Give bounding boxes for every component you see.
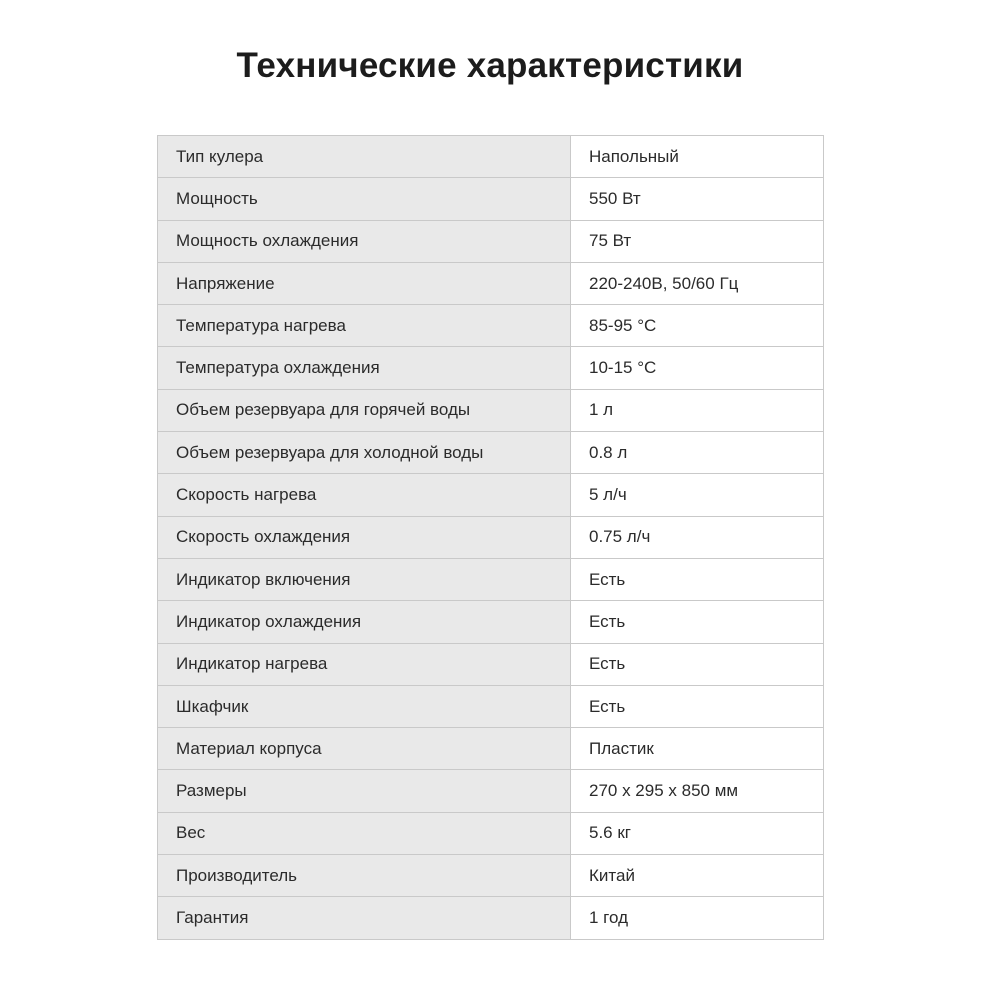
specs-table: Тип кулера Напольный Мощность 550 Вт Мощ… — [157, 134, 824, 940]
spec-value: 1 л — [570, 388, 824, 433]
spec-label: Мощность охлаждения — [157, 219, 571, 263]
table-row: Индикатор охлаждения Есть — [157, 600, 824, 644]
spec-label: Производитель — [157, 854, 571, 898]
table-row: Индикатор включения Есть — [157, 557, 824, 602]
spec-value: Есть — [570, 600, 824, 644]
spec-value: 0.75 л/ч — [570, 515, 824, 559]
spec-value: 220-240В, 50/60 Гц — [570, 261, 824, 306]
spec-value: Китай — [570, 854, 824, 898]
spec-label: Индикатор нагрева — [157, 642, 571, 686]
table-row: Размеры 270 x 295 x 850 мм — [157, 769, 824, 813]
spec-value: 0.8 л — [570, 431, 824, 475]
spec-label: Объем резервуара для холодной воды — [157, 431, 571, 475]
spec-label: Индикатор включения — [157, 557, 571, 602]
spec-label: Напряжение — [157, 261, 571, 306]
table-row: Объем резервуара для горячей воды 1 л — [157, 388, 824, 433]
table-row: Мощность охлаждения 75 Вт — [157, 219, 824, 263]
spec-value: Есть — [570, 557, 824, 602]
table-row: Гарантия 1 год — [157, 896, 824, 940]
table-row: Индикатор нагрева Есть — [157, 642, 824, 686]
spec-label: Мощность — [157, 177, 571, 221]
spec-value: 270 x 295 x 850 мм — [570, 769, 824, 813]
spec-value: 5 л/ч — [570, 473, 824, 517]
spec-label: Температура нагрева — [157, 304, 571, 348]
spec-label: Температура охлаждения — [157, 346, 571, 390]
spec-value: 550 Вт — [570, 177, 824, 221]
spec-value: Напольный — [570, 134, 824, 179]
table-row: Производитель Китай — [157, 854, 824, 898]
spec-label: Гарантия — [157, 896, 571, 940]
table-row: Мощность 550 Вт — [157, 177, 824, 221]
spec-value: 5.6 кг — [570, 811, 824, 856]
spec-value: Пластик — [570, 727, 824, 771]
table-row: Температура нагрева 85-95 °C — [157, 304, 824, 348]
spec-label: Тип кулера — [157, 134, 571, 179]
table-row: Тип кулера Напольный — [157, 134, 824, 179]
spec-value: 10-15 °C — [570, 346, 824, 390]
table-row: Температура охлаждения 10-15 °C — [157, 346, 824, 390]
table-row: Напряжение 220-240В, 50/60 Гц — [157, 261, 824, 306]
table-row: Объем резервуара для холодной воды 0.8 л — [157, 431, 824, 475]
spec-label: Индикатор охлаждения — [157, 600, 571, 644]
spec-label: Шкафчик — [157, 684, 571, 729]
spec-value: 85-95 °C — [570, 304, 824, 348]
table-row: Скорость нагрева 5 л/ч — [157, 473, 824, 517]
spec-label: Материал корпуса — [157, 727, 571, 771]
table-row: Скорость охлаждения 0.75 л/ч — [157, 515, 824, 559]
table-row: Материал корпуса Пластик — [157, 727, 824, 771]
table-row: Шкафчик Есть — [157, 684, 824, 729]
spec-value: 1 год — [570, 896, 824, 940]
spec-label: Размеры — [157, 769, 571, 813]
specs-table-body: Тип кулера Напольный Мощность 550 Вт Мощ… — [157, 134, 824, 940]
spec-value: Есть — [570, 684, 824, 729]
spec-label: Скорость нагрева — [157, 473, 571, 517]
page-title: Технические характеристики — [236, 46, 744, 85]
spec-label: Объем резервуара для горячей воды — [157, 388, 571, 433]
spec-label: Вес — [157, 811, 571, 856]
spec-value: 75 Вт — [570, 219, 824, 263]
table-row: Вес 5.6 кг — [157, 811, 824, 856]
spec-value: Есть — [570, 642, 824, 686]
spec-label: Скорость охлаждения — [157, 515, 571, 559]
